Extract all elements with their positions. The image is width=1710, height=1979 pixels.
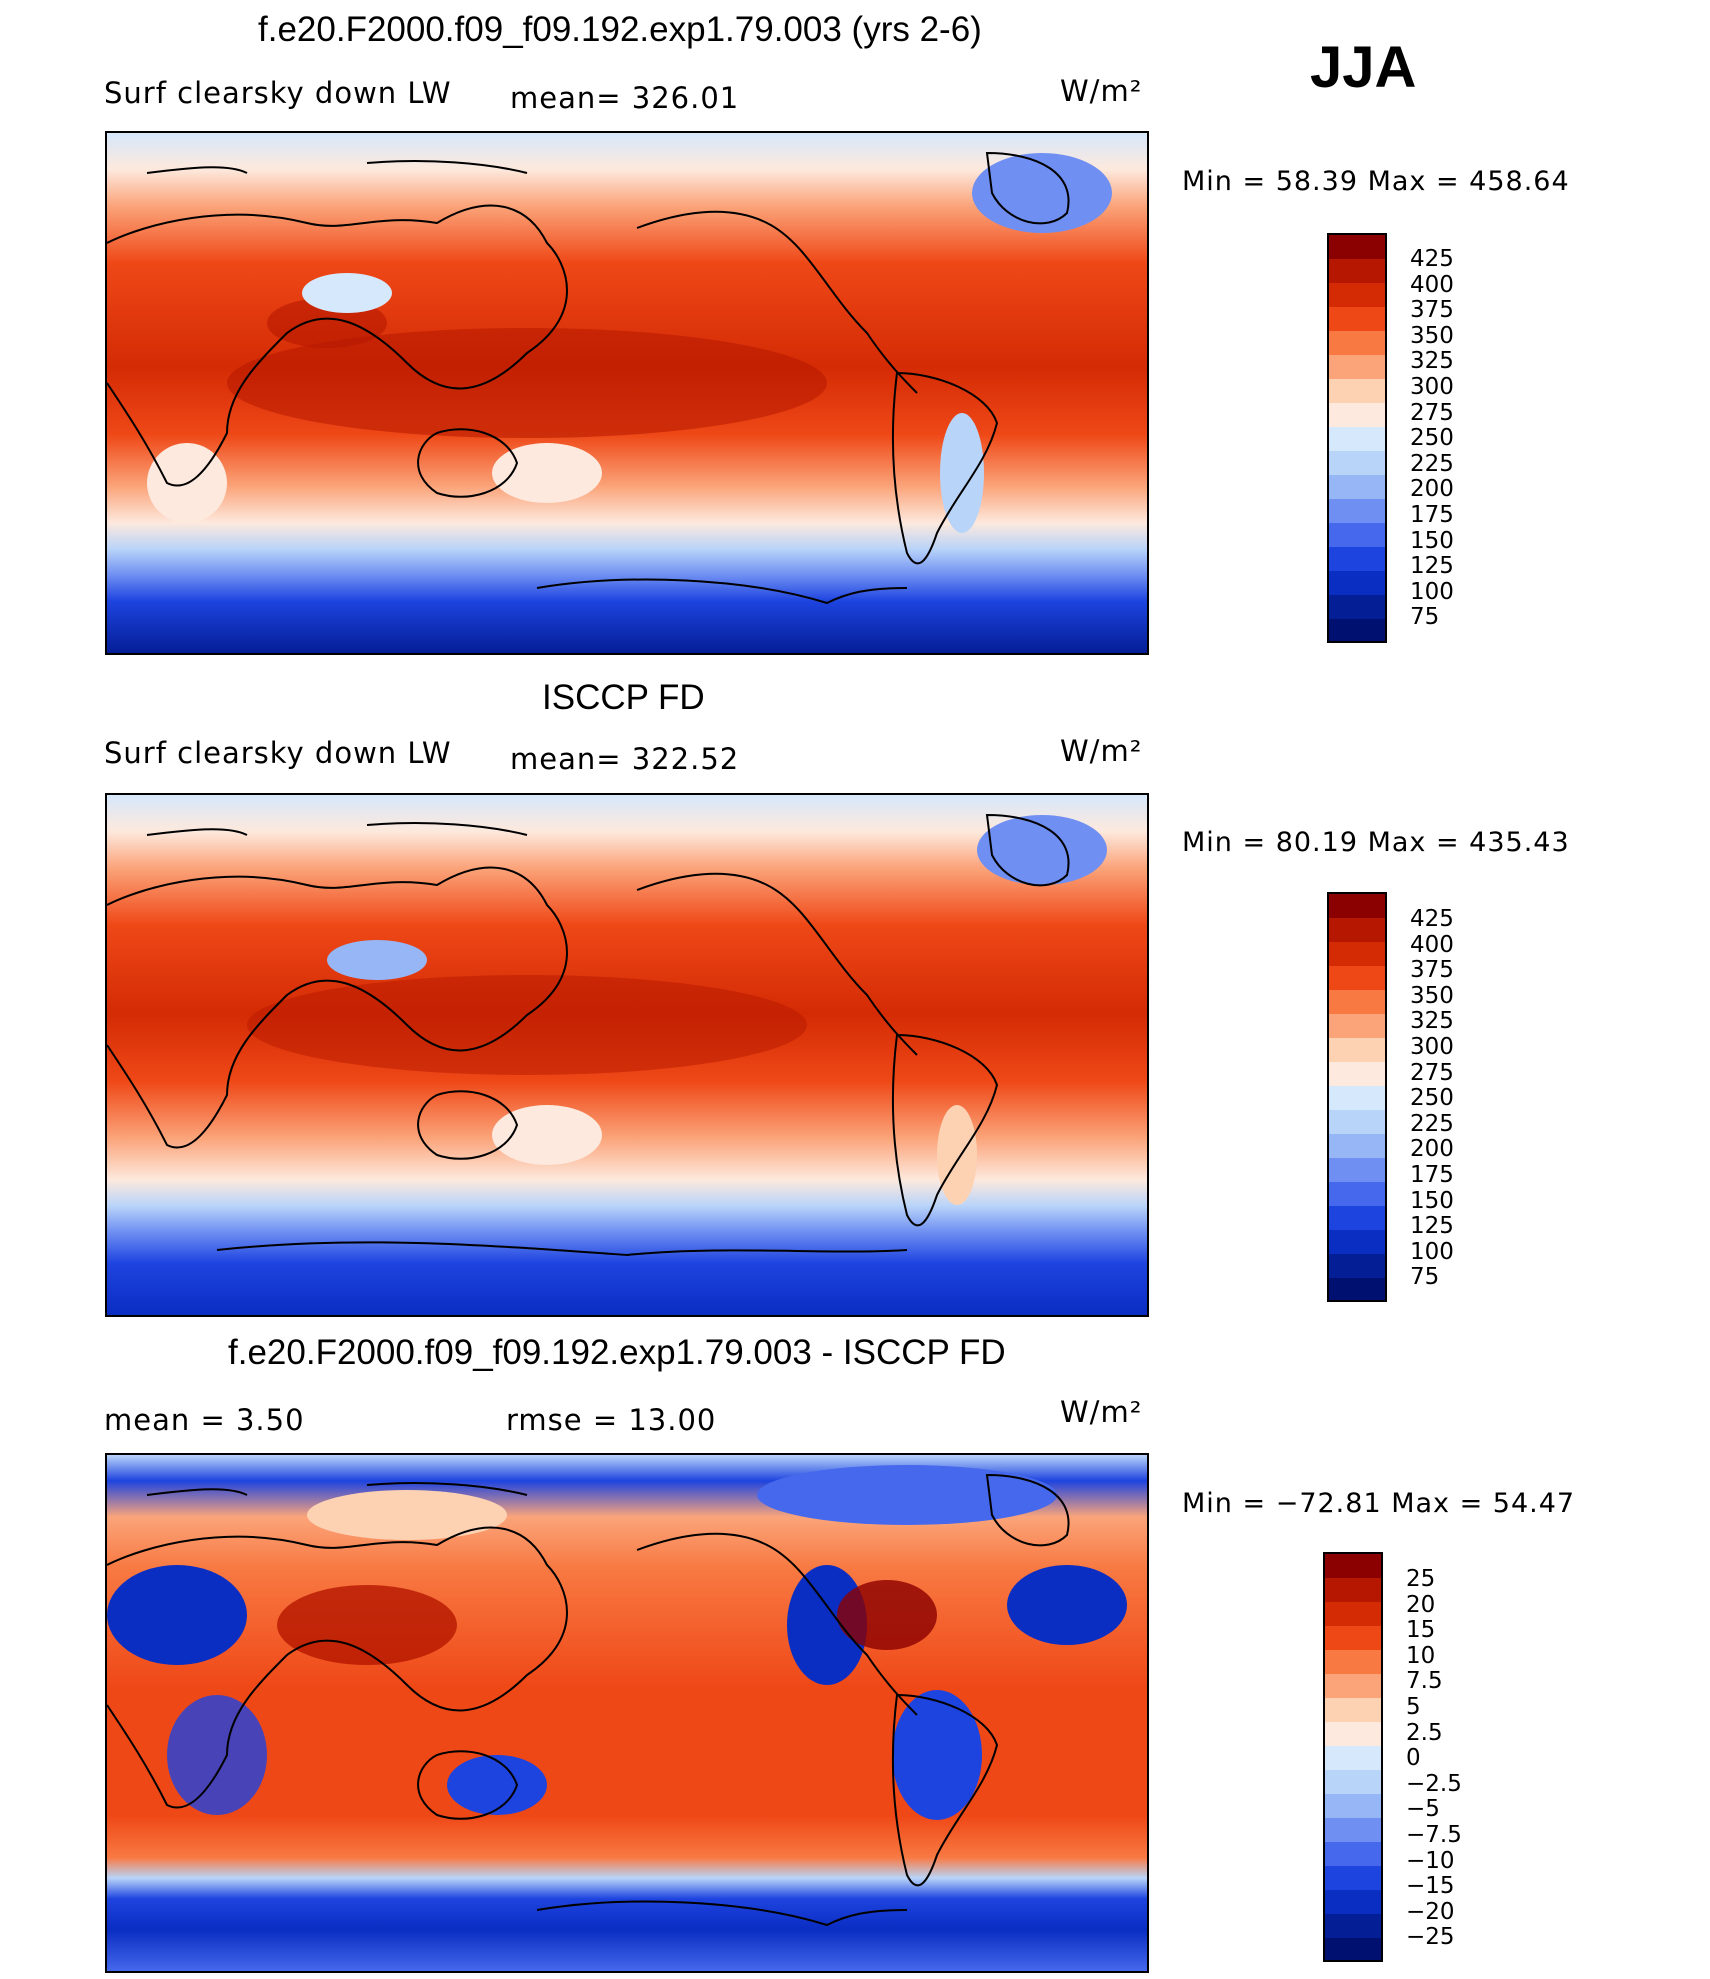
colorbar-tick-label: 250	[1410, 1085, 1454, 1112]
panel3-title: f.e20.F2000.f09_f09.192.exp1.79.003 - IS…	[228, 1333, 1006, 1372]
panel1-units-label: W/m²	[1060, 74, 1143, 108]
colorbar-tick-label: 200	[1410, 1136, 1454, 1163]
colorbar-tick-label: 275	[1410, 399, 1454, 426]
colorbar-tick-label: 250	[1410, 425, 1454, 452]
colorbar-tick-label: −10	[1406, 1847, 1455, 1874]
colorbar-tick-label: −7.5	[1406, 1822, 1462, 1848]
panel1-variable-label: Surf clearsky down LW	[104, 76, 452, 110]
panel3-colorbar	[1323, 1552, 1383, 1962]
colorbar-tick-label: 100	[1410, 578, 1454, 605]
panel3-units-label: W/m²	[1060, 1395, 1143, 1429]
panel1-title: f.e20.F2000.f09_f09.192.exp1.79.003 (yrs…	[258, 10, 982, 49]
colorbar-tick-label: 225	[1410, 1110, 1454, 1137]
colorbar-tick-label: 7.5	[1406, 1668, 1443, 1695]
colorbar-tick-label: 25	[1406, 1566, 1436, 1592]
colorbar-tick-label: 275	[1410, 1059, 1454, 1086]
colorbar-tick-label: 375	[1410, 957, 1454, 984]
colorbar-tick-label: 375	[1410, 297, 1454, 324]
colorbar-tick-label: 125	[1410, 1213, 1454, 1240]
colorbar-tick-label: 125	[1410, 553, 1454, 580]
colorbar-tick-label: 400	[1410, 271, 1454, 298]
colorbar-tick-label: 5	[1406, 1694, 1421, 1720]
colorbar-tick-label: 175	[1410, 502, 1454, 528]
panel3-map-graphic	[107, 1455, 1147, 1971]
colorbar-tick-label: 350	[1410, 982, 1454, 1009]
colorbar-tick-label: 225	[1410, 450, 1454, 477]
panel2-units-label: W/m²	[1060, 734, 1143, 768]
panel3-rmse-label: rmse = 13.00	[506, 1403, 717, 1437]
panel2-minmax: Min = 80.19 Max = 435.43	[1182, 827, 1570, 858]
colorbar-tick-label: 200	[1410, 476, 1454, 503]
panel2-map-graphic	[107, 795, 1147, 1315]
colorbar-tick-label: 175	[1410, 1162, 1454, 1188]
colorbar-tick-label: −2.5	[1406, 1770, 1462, 1797]
colorbar-tick-label: −20	[1406, 1898, 1455, 1925]
season-label: JJA	[1310, 35, 1417, 100]
panel3-map	[105, 1453, 1149, 1973]
colorbar-tick-label: 2.5	[1406, 1719, 1443, 1746]
panel1-minmax: Min = 58.39 Max = 458.64	[1182, 166, 1570, 197]
panel1-colorbar	[1327, 233, 1387, 643]
panel1-mean-label: mean= 326.01	[510, 81, 740, 115]
panel2-map	[105, 793, 1149, 1317]
colorbar-tick-label: 300	[1410, 374, 1454, 400]
colorbar-tick-label: 150	[1410, 1187, 1454, 1214]
colorbar-tick-label: 20	[1406, 1591, 1436, 1618]
panel2-variable-label: Surf clearsky down LW	[104, 736, 452, 770]
panel2-mean-label: mean= 322.52	[510, 742, 740, 776]
panel2-colorbar	[1327, 892, 1387, 1302]
colorbar-tick-label: 425	[1410, 906, 1454, 932]
panel2-title: ISCCP FD	[542, 678, 705, 717]
panel3-mean-label: mean = 3.50	[104, 1403, 305, 1437]
colorbar-tick-label: 425	[1410, 246, 1454, 272]
colorbar-tick-label: 400	[1410, 931, 1454, 958]
colorbar-tick-label: 75	[1410, 604, 1440, 631]
colorbar-tick-label: 0	[1406, 1745, 1421, 1772]
colorbar-tick-label: −25	[1406, 1924, 1455, 1951]
colorbar-tick-label: 325	[1410, 348, 1454, 375]
panel1-map	[105, 131, 1149, 655]
colorbar-tick-label: 100	[1410, 1238, 1454, 1265]
colorbar-tick-label: 75	[1410, 1264, 1440, 1291]
colorbar-tick-label: −5	[1406, 1796, 1440, 1823]
colorbar-tick-label: 15	[1406, 1617, 1436, 1644]
colorbar-tick-label: 10	[1406, 1642, 1436, 1669]
colorbar-tick-label: 325	[1410, 1008, 1454, 1035]
colorbar-tick-label: 350	[1410, 322, 1454, 349]
colorbar-tick-label: 150	[1410, 527, 1454, 554]
panel1-map-graphic	[107, 133, 1147, 653]
colorbar-tick-label: −15	[1406, 1873, 1455, 1900]
panel3-minmax: Min = −72.81 Max = 54.47	[1182, 1488, 1576, 1519]
colorbar-tick-label: 300	[1410, 1034, 1454, 1060]
